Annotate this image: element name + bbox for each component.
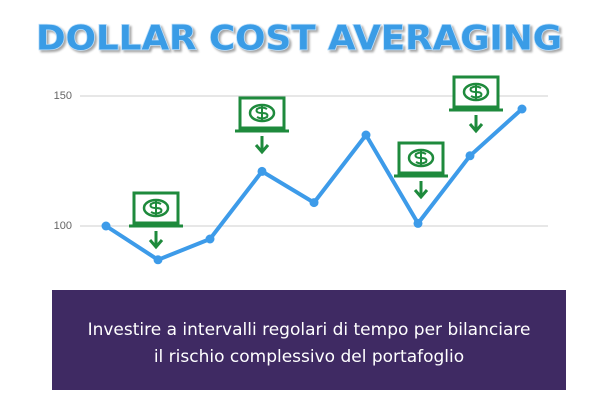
point	[101, 221, 111, 231]
arrow-head	[148, 239, 164, 250]
point	[413, 218, 423, 228]
point	[257, 166, 267, 176]
dollar-sign	[469, 84, 483, 100]
dollar-sign	[255, 105, 269, 121]
money-icon	[235, 96, 289, 155]
point	[153, 255, 163, 265]
money-icon	[449, 75, 503, 134]
bill	[132, 191, 180, 225]
line	[104, 107, 524, 262]
plot: 100 150	[54, 90, 548, 265]
arrow-head	[254, 144, 270, 155]
y-tick-label: 100	[54, 220, 72, 232]
caption-line: il rischio complessivo del portafoglio	[154, 347, 464, 367]
point	[517, 104, 527, 114]
dollar-sign	[149, 200, 163, 216]
point	[309, 198, 319, 208]
money-icon	[129, 191, 183, 250]
point	[361, 130, 371, 140]
point	[465, 151, 475, 161]
point	[205, 234, 215, 244]
caption-line: Investire a intervalli regolari di tempo…	[88, 320, 531, 340]
chart-title: DOLLAR COST AVERAGING	[36, 19, 562, 59]
arrow-head	[468, 123, 484, 134]
money-icon	[394, 141, 448, 200]
caption-box	[52, 290, 566, 390]
icons	[129, 75, 503, 250]
dollar-sign	[414, 150, 428, 166]
y-tick-label: 150	[54, 90, 72, 102]
arrow-head	[413, 189, 429, 200]
